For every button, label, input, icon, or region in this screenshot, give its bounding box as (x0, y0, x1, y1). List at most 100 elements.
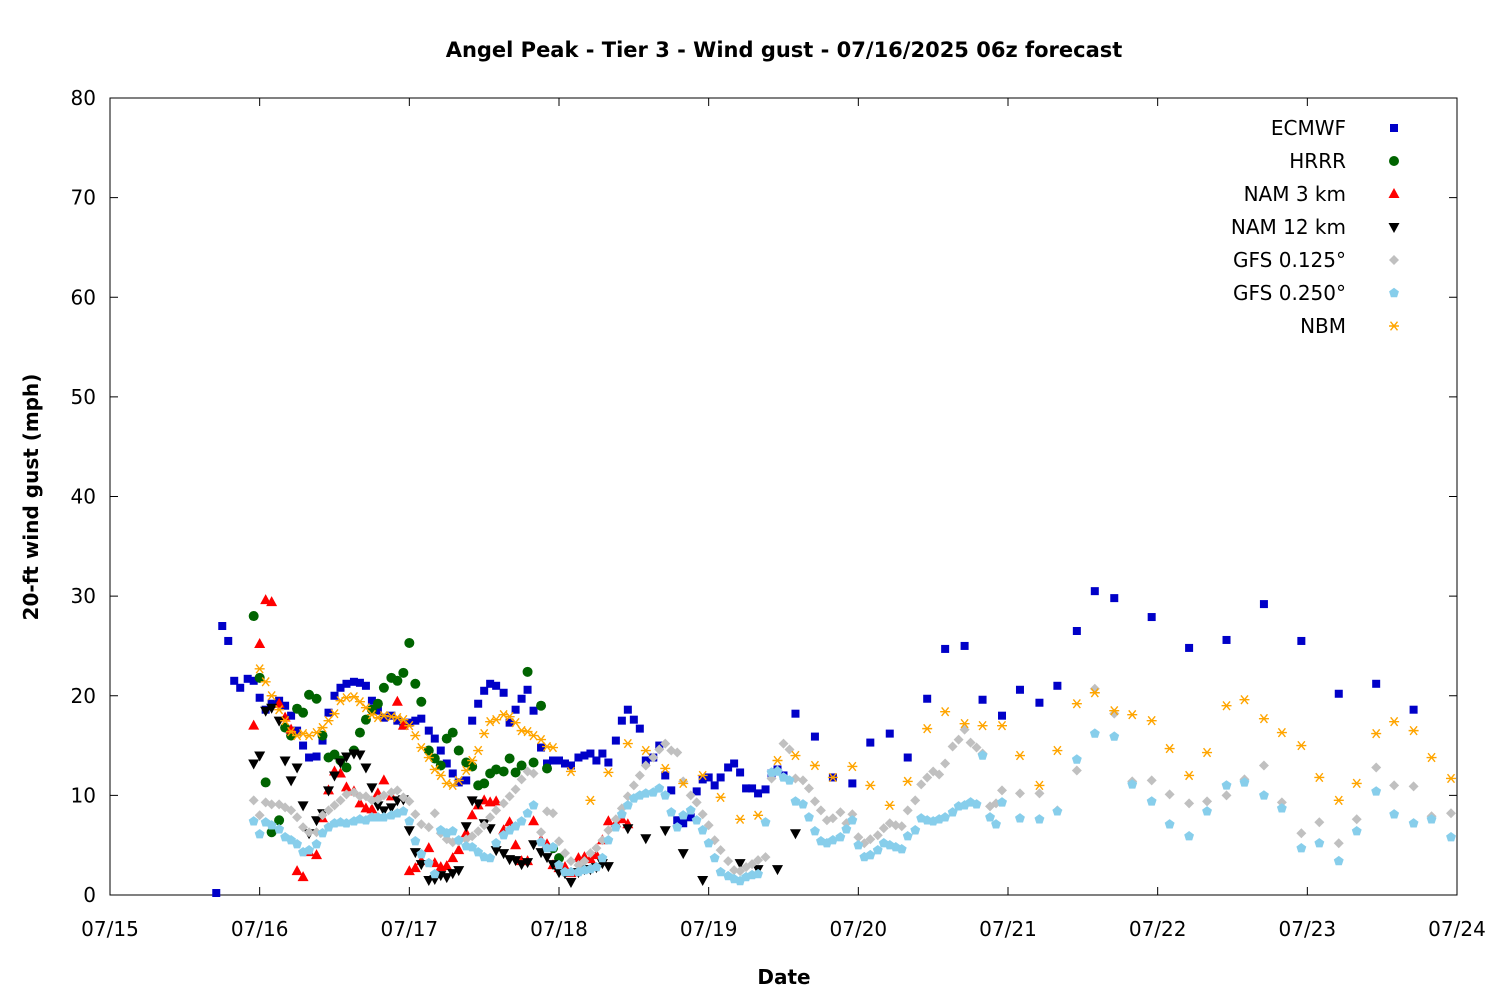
data-point-nam-3-km (403, 865, 415, 876)
data-point-nbm (827, 772, 838, 783)
y-axis-label: 20-ft wind gust (mph) (19, 374, 43, 621)
data-point-gfs-0-250 (554, 859, 564, 870)
y-axis: 0 10 20 30 40 50 60 70 80 (71, 86, 1457, 907)
data-point-gfs-0-125 (853, 832, 864, 843)
data-point-gfs-0-250 (1276, 803, 1287, 813)
data-point-gfs-0-125 (298, 822, 309, 833)
data-point-gfs-0-125 (1333, 838, 1344, 849)
x-axis: 07/15 07/16 07/17 07/18 07/19 07/20 07/21 07/22… (81, 98, 1486, 941)
data-point-ecmwf (212, 889, 221, 898)
data-point-gfs-0-125 (865, 834, 876, 845)
data-point-gfs-0-250 (991, 819, 1001, 829)
data-point-ecmwf (324, 708, 333, 717)
data-point-gfs-0-250 (1351, 826, 1362, 836)
data-point-gfs-0-125 (753, 855, 764, 866)
data-point-nbm (884, 800, 895, 811)
data-point-gfs-0-250 (467, 842, 478, 852)
data-point-gfs-0-250 (810, 826, 820, 836)
data-point-gfs-0-250 (1426, 814, 1437, 824)
data-point-ecmwf (710, 781, 719, 790)
data-point-nbm (847, 761, 858, 772)
legend-marker-nam-12-km (1388, 223, 1400, 233)
data-point-nam-3-km (340, 781, 352, 792)
data-point-nbm (1164, 743, 1175, 754)
x-tick-label: 07/17 (381, 917, 439, 941)
data-point-ecmwf (492, 681, 501, 690)
data-point-nam-12-km (409, 848, 421, 859)
data-point-nbm (304, 730, 315, 741)
data-point-hrrr (304, 689, 315, 700)
data-point-gfs-0-125 (1071, 765, 1082, 776)
x-tick-label: 07/18 (530, 917, 588, 941)
data-point-gfs-0-125 (248, 795, 259, 806)
y-tick-label: 20 (71, 684, 96, 708)
data-point-hrrr (354, 727, 365, 738)
data-point-nam-3-km (528, 815, 540, 826)
data-point-gfs-0-125 (1408, 781, 1419, 792)
data-point-nbm (404, 720, 415, 731)
data-point-nam-12-km (279, 756, 291, 767)
data-point-gfs-0-125 (1202, 796, 1213, 807)
y-tick-label: 80 (71, 86, 96, 110)
data-point-gfs-0-250 (654, 783, 665, 793)
data-point-gfs-0-250 (516, 816, 527, 826)
legend-label-nbm: NBM (1300, 314, 1346, 338)
data-point-ecmwf (1372, 679, 1381, 688)
data-point-gfs-0-250 (910, 825, 921, 835)
data-point-nbm (260, 677, 271, 687)
data-point-nbm (977, 720, 988, 731)
data-point-nbm (1408, 725, 1419, 736)
data-point-ecmwf (611, 736, 620, 745)
data-point-gfs-0-250 (1109, 731, 1120, 741)
data-point-gfs-0-250 (317, 828, 328, 838)
data-point-nbm (378, 710, 389, 721)
data-point-nam-12-km (640, 834, 652, 845)
data-point-gfs-0-125 (1089, 683, 1100, 694)
data-point-gfs-0-125 (1014, 788, 1025, 799)
data-point-hrrr (416, 696, 427, 707)
chart-title: Angel Peak - Tier 3 - Wind gust - 07/16/… (446, 38, 1123, 62)
data-point-nam-12-km (734, 859, 746, 870)
data-point-ecmwf (1110, 594, 1119, 603)
data-point-hrrr (360, 714, 371, 725)
data-point-gfs-0-250 (835, 832, 846, 842)
data-point-ecmwf (592, 756, 601, 765)
data-point-nbm (809, 760, 820, 771)
data-point-nbm (697, 770, 708, 781)
data-point-nam-12-km (772, 865, 784, 876)
data-point-hrrr (410, 678, 421, 689)
data-point-nam-3-km (409, 862, 421, 873)
data-point-gfs-0-250 (416, 849, 427, 859)
data-point-nam-12-km (516, 860, 528, 871)
data-point-gfs-0-125 (292, 812, 303, 823)
data-point-nbm (1258, 713, 1269, 724)
x-tick-label: 07/23 (1279, 917, 1337, 941)
data-point-nam-3-km (397, 719, 409, 730)
x-axis-label: Date (757, 965, 810, 989)
data-point-nbm (1089, 688, 1100, 698)
data-point-nam-12-km (372, 801, 384, 812)
data-point-gfs-0-125 (1389, 780, 1400, 791)
data-point-ecmwf (305, 753, 314, 762)
data-point-ecmwf (336, 683, 345, 692)
data-point-gfs-0-250 (304, 845, 314, 855)
data-point-gfs-0-250 (971, 799, 982, 809)
data-point-gfs-0-250 (847, 815, 858, 825)
data-point-ecmwf (748, 784, 757, 793)
data-point-hrrr (504, 753, 515, 764)
data-point-gfs-0-250 (947, 807, 958, 817)
data-point-ecmwf (373, 706, 382, 715)
data-point-gfs-0-250 (622, 800, 633, 810)
data-point-ecmwf (330, 691, 339, 700)
data-point-hrrr (510, 767, 521, 778)
data-point-ecmwf (224, 636, 233, 645)
data-point-nam-12-km (291, 763, 303, 774)
data-point-nbm (274, 704, 285, 715)
data-point-gfs-0-250 (522, 808, 533, 818)
data-point-gfs-0-125 (266, 799, 277, 810)
data-point-gfs-0-250 (940, 812, 951, 822)
data-point-nbm (504, 711, 515, 722)
legend-label-nam-12-km: NAM 12 km (1231, 215, 1346, 239)
data-point-ecmwf (517, 694, 526, 703)
